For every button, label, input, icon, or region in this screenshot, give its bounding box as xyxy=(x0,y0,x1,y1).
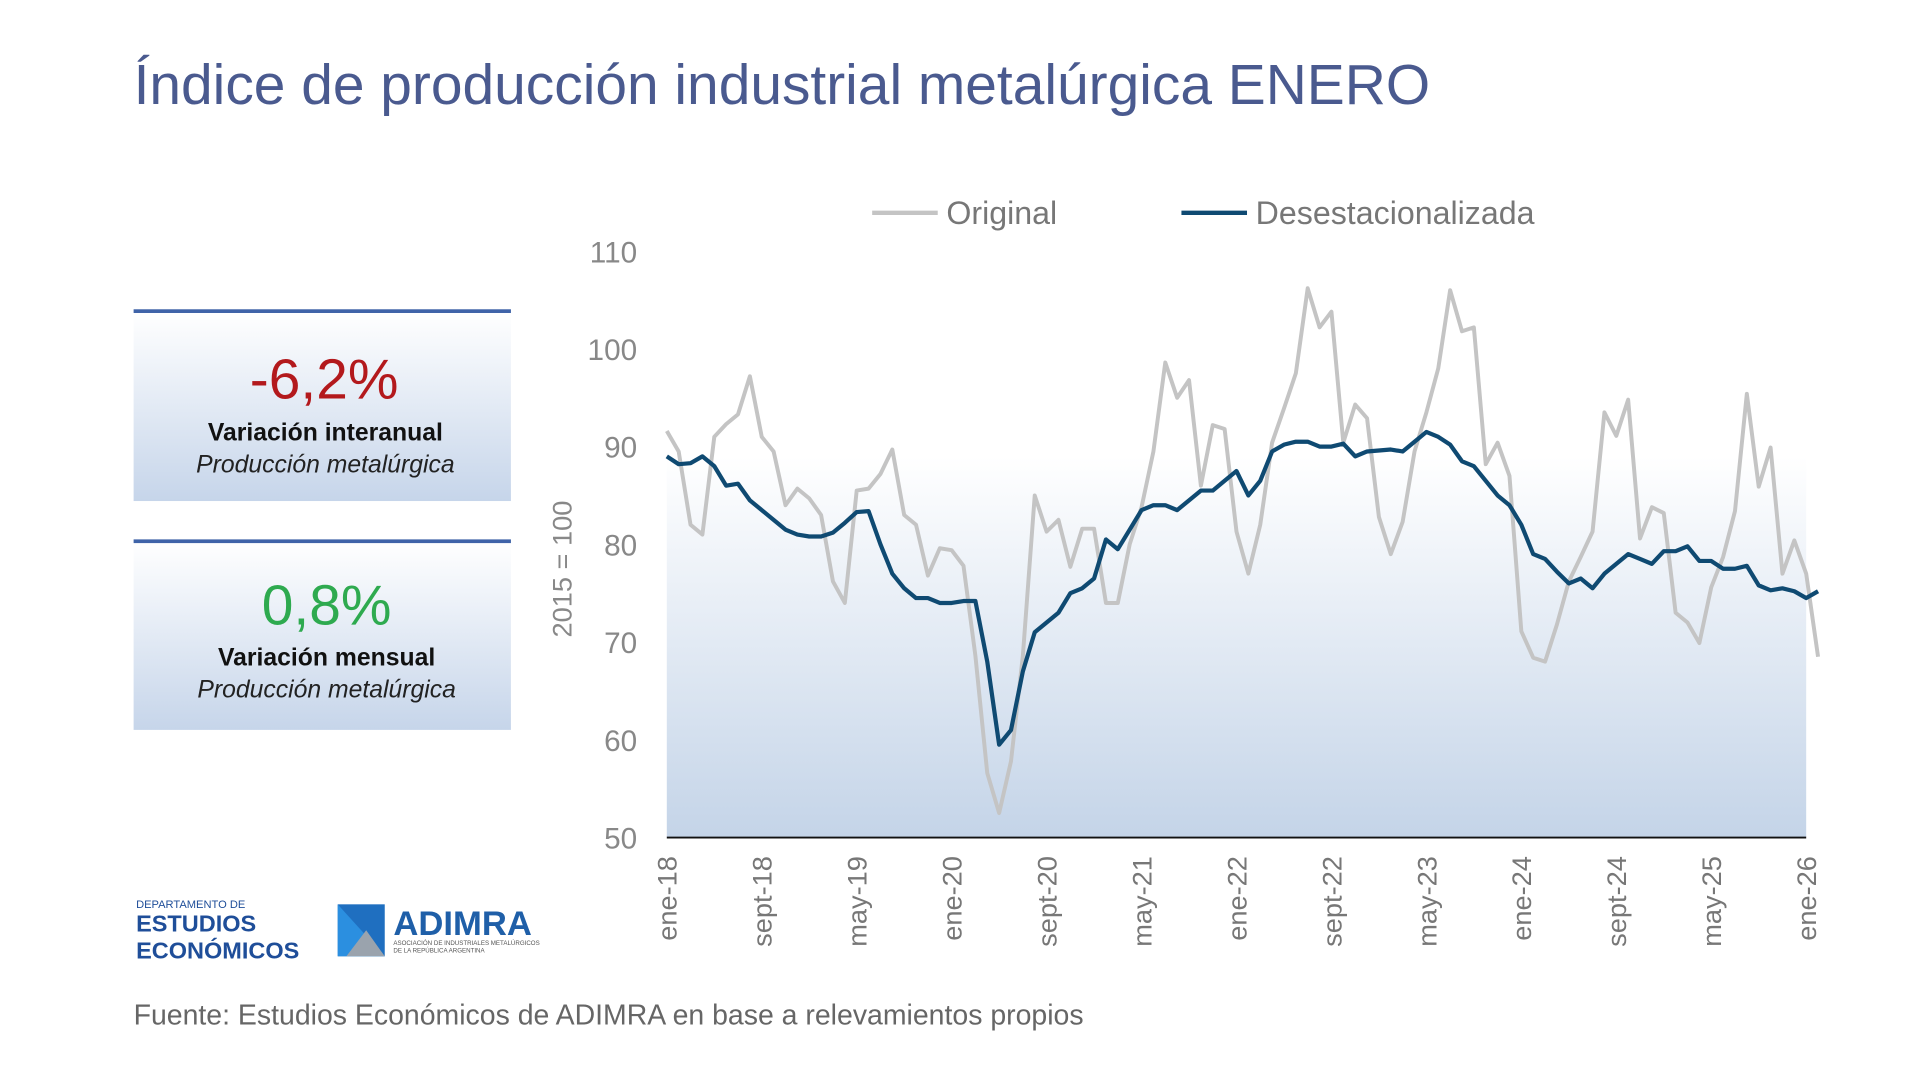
plot-background xyxy=(666,251,1807,838)
x-tick-label: sept-22 xyxy=(1316,856,1347,947)
x-tick-label: may-19 xyxy=(842,856,873,947)
logo-text: ASOCIACIÓN DE INDUSTRIALES METALÚRGICOS xyxy=(393,940,539,947)
source-note: Fuente: Estudios Económicos de ADIMRA en… xyxy=(134,999,1084,1031)
card-border xyxy=(133,539,511,544)
y-tick-label: 100 xyxy=(588,334,638,367)
card-value: -6,2% xyxy=(250,347,399,411)
y-axis-label: 2015 = 100 xyxy=(547,501,578,638)
card-value: 0,8% xyxy=(262,574,392,638)
x-tick-label: ene-20 xyxy=(937,856,968,941)
series-line xyxy=(665,286,1821,816)
y-tick-label: 70 xyxy=(604,627,637,660)
logo-text: DEPARTAMENTO DE xyxy=(136,899,245,911)
x-tick-label: may-23 xyxy=(1411,856,1442,947)
x-tick-label: ene-22 xyxy=(1221,856,1252,941)
card-bg xyxy=(133,541,511,730)
kpi-card: 0,8% Variación mensual Producción metalú… xyxy=(133,539,511,730)
logo-text: ECONÓMICOS xyxy=(136,937,299,964)
legend-label: Original xyxy=(946,195,1057,231)
logo-text: ADIMRA xyxy=(393,905,531,943)
legend-label: Desestacionalizada xyxy=(1256,195,1535,231)
x-tick-label: ene-24 xyxy=(1506,856,1537,941)
y-tick-label: 60 xyxy=(604,725,637,758)
x-tick-label: sept-18 xyxy=(747,856,778,947)
card-label: Variación mensual xyxy=(218,645,435,672)
card-sublabel: Producción metalúrgica xyxy=(197,677,455,704)
card-sublabel: Producción metalúrgica xyxy=(196,452,454,479)
chart: 50 60 70 80 90 100 110 2015 = 100 ene-18 sept-18 m… xyxy=(547,195,1823,947)
y-tick-label: 110 xyxy=(590,236,637,269)
y-tick-label: 80 xyxy=(604,529,637,562)
x-tick-label: sept-24 xyxy=(1601,856,1632,947)
page-title: Índice de producción industrial metalúrg… xyxy=(134,53,1430,117)
logo-text: ESTUDIOS xyxy=(136,911,256,937)
card-label: Variación interanual xyxy=(208,419,443,446)
y-tick-label: 90 xyxy=(604,432,637,465)
logo-icon xyxy=(346,930,385,957)
x-tick-label: may-25 xyxy=(1696,856,1727,947)
x-tick-label: ene-18 xyxy=(652,856,683,941)
card-border xyxy=(133,309,511,313)
logo-text: DE LA REPÚBLICA ARGENTINA xyxy=(393,948,485,955)
card-bg xyxy=(133,311,511,502)
x-tick-label: ene-26 xyxy=(1791,856,1822,941)
y-tick-label: 50 xyxy=(604,823,637,856)
x-tick-label: may-21 xyxy=(1126,856,1157,947)
x-tick-label: sept-20 xyxy=(1031,856,1062,947)
logos: DEPARTAMENTO DE ESTUDIOS ECONÓMICOS ADIM… xyxy=(136,899,540,964)
kpi-card: -6,2% Variación interanual Producción me… xyxy=(133,309,511,502)
series-line xyxy=(665,429,1820,747)
